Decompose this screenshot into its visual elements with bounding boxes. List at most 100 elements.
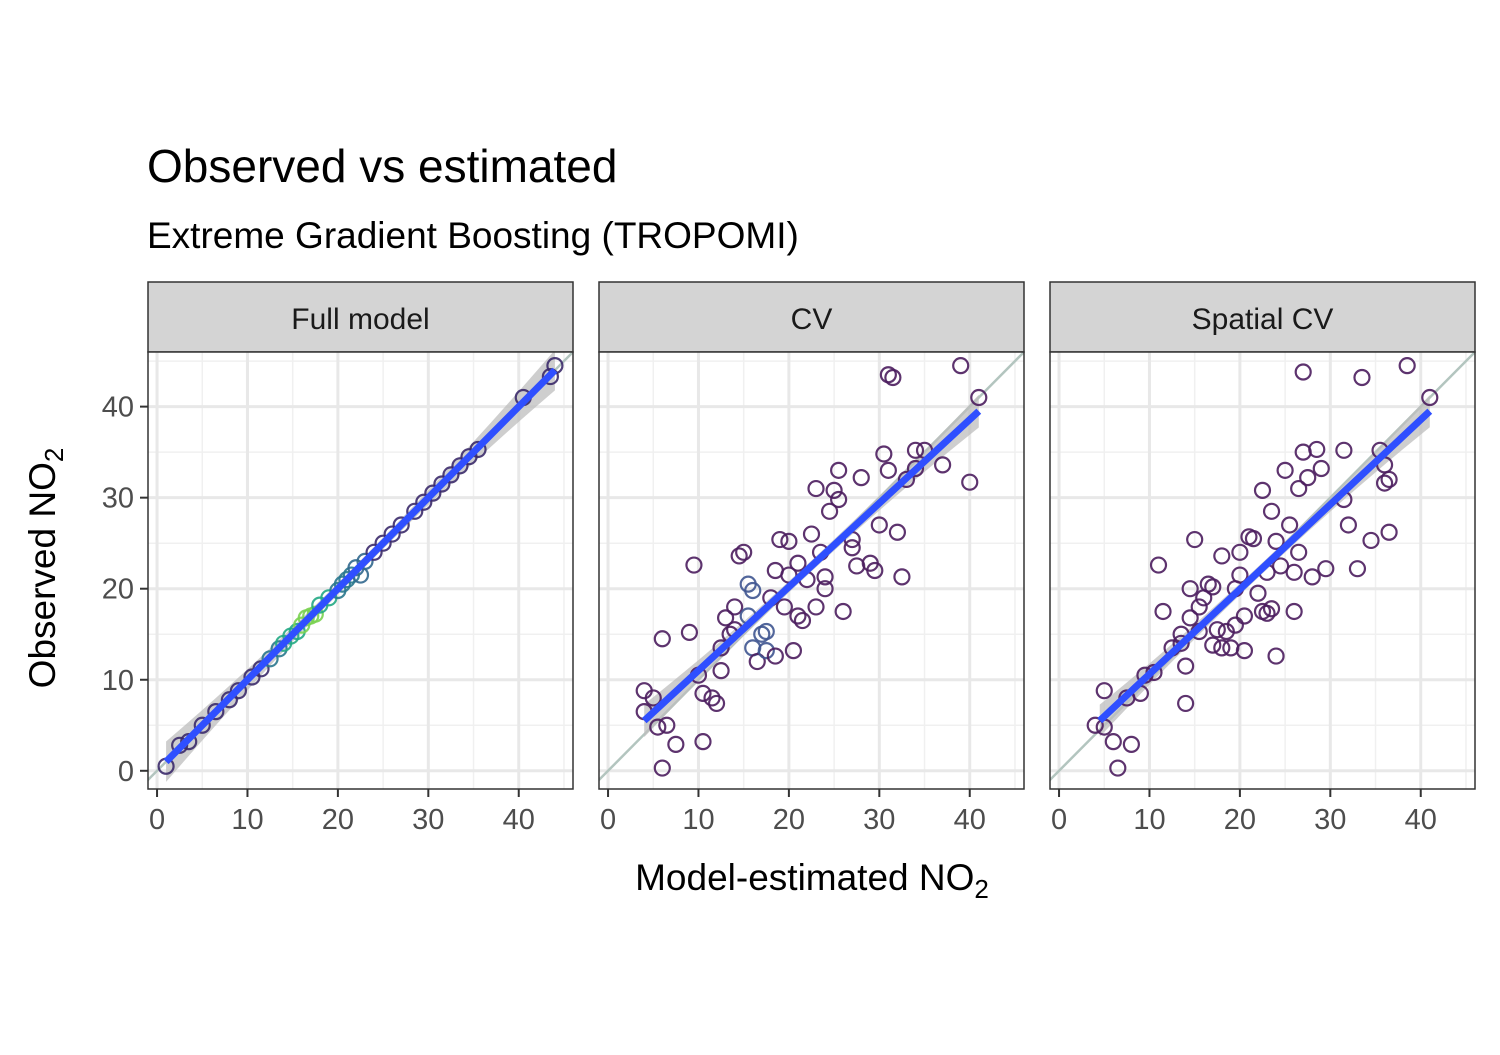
scatter-point: [802, 525, 821, 543]
x-tick-label: 40: [503, 804, 535, 836]
scatter-point: [1362, 531, 1380, 550]
x-tick-label: 30: [1314, 804, 1346, 836]
x-tick-label: 10: [231, 804, 263, 836]
scatter-point: [1375, 474, 1394, 492]
scatter-point: [970, 388, 988, 407]
scatter-point: [649, 718, 667, 736]
scatter-point: [1290, 479, 1308, 498]
scatter-point: [653, 630, 671, 648]
fit-line: [163, 367, 558, 765]
chart-subtitle: Extreme Gradient Boosting (TROPOMI): [147, 215, 799, 256]
scatter-point: [830, 461, 848, 479]
scatter-point: [1122, 735, 1140, 753]
y-tick-label: 20: [102, 574, 134, 606]
chart-title: Observed vs estimated: [147, 140, 617, 192]
scatter-point: [1235, 642, 1254, 660]
scatter-point: [193, 716, 211, 734]
scatter-point: [952, 357, 970, 375]
x-tick-label: 10: [1133, 804, 1165, 836]
scatter-point: [1258, 604, 1276, 622]
scatter-point: [1267, 532, 1285, 550]
scatter-point: [1104, 733, 1122, 751]
scatter-point: [879, 461, 897, 479]
scatter-point: [1290, 543, 1308, 561]
scatter-point: [1208, 621, 1226, 639]
x-tick-label: 20: [322, 804, 354, 836]
scatter-point: [961, 473, 979, 491]
scatter-point: [726, 598, 744, 616]
scatter-point: [703, 689, 721, 707]
scatter-point: [906, 459, 925, 478]
scatter-point: [757, 622, 775, 641]
scatter-point: [469, 440, 487, 459]
facet-strip: [1049, 281, 1476, 353]
scatter-point: [771, 530, 789, 549]
scatter-point: [694, 684, 712, 703]
y-tick-label: 40: [102, 392, 134, 424]
scatter-point: [207, 703, 225, 721]
scatter-point: [712, 639, 730, 657]
fit-line: [1097, 408, 1433, 724]
scatter-point: [1308, 440, 1326, 459]
x-tick-label: 20: [1224, 804, 1256, 836]
scatter-point: [766, 647, 784, 665]
scatter-point: [374, 534, 392, 552]
scatter-point: [1154, 602, 1172, 621]
scatter-point: [685, 556, 703, 574]
scatter-point: [383, 525, 401, 543]
scatter-point: [1149, 556, 1168, 574]
scatter-point: [694, 733, 712, 751]
scatter-point: [789, 607, 807, 625]
y-tick-label: 10: [102, 665, 134, 697]
y-axis-label: Observed NO2: [22, 448, 69, 689]
scatter-point: [744, 581, 762, 600]
scatter-point: [1086, 716, 1104, 734]
panel-border: [598, 351, 1025, 790]
facet-strip-label: CV: [791, 303, 833, 336]
scatter-point: [356, 552, 374, 570]
scatter-point: [270, 640, 288, 658]
scatter-point: [653, 759, 671, 777]
x-tick-label: 40: [954, 804, 986, 836]
scatter-point: [424, 484, 442, 502]
scatter-point: [365, 543, 383, 561]
scatter-point: [870, 516, 888, 534]
scatter-point: [1186, 530, 1204, 549]
scatter-point: [775, 598, 793, 616]
panel-plot-area: [599, 352, 1024, 789]
scatter-point: [906, 441, 925, 459]
scatter-point: [229, 682, 248, 700]
scatter-point: [1380, 470, 1398, 489]
scatter-point: [875, 445, 893, 463]
scatter-point: [1348, 560, 1367, 578]
scatter-point: [1285, 563, 1303, 581]
scatter-point: [784, 642, 803, 660]
scatter-point: [843, 539, 861, 557]
scatter-point: [793, 611, 812, 630]
fit-line: [641, 408, 982, 724]
panel-plot-area: [1050, 352, 1475, 789]
scatter-point: [1299, 469, 1317, 487]
scatter-point: [1095, 682, 1113, 700]
scatter-point: [1235, 607, 1254, 625]
scatter-point: [1335, 441, 1353, 459]
scatter-point: [816, 568, 834, 586]
scatter-point: [1380, 523, 1398, 541]
scatter-point: [825, 481, 843, 499]
scatter-point: [680, 623, 699, 642]
scatter-point: [1285, 602, 1303, 621]
scatter-point: [1181, 609, 1199, 627]
x-axis-label: Model-estimated NO2: [635, 857, 989, 904]
scatter-point: [816, 580, 834, 598]
scatter-point: [712, 662, 730, 680]
scatter-point: [820, 502, 839, 520]
panel-border: [147, 351, 574, 790]
facet-panel-3: Spatial CV 0 10 20 30 40: [1049, 281, 1476, 836]
scatter-point: [789, 554, 807, 572]
x-tick-label: 40: [1405, 804, 1437, 836]
x-tick-label: 30: [412, 804, 444, 836]
scatter-point: [888, 523, 907, 541]
scatter-point: [1204, 636, 1222, 654]
scatter-point: [1177, 657, 1195, 675]
